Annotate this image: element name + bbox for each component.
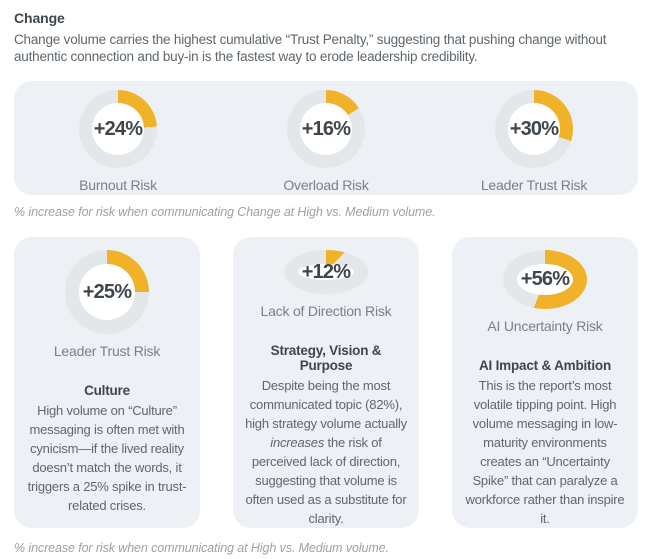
burnout-risk-column: +24% Burnout Risk — [14, 90, 222, 193]
donut-label: Overload Risk — [283, 177, 369, 193]
donut-label: Lack of Direction Risk — [260, 303, 392, 319]
top-caption: % increase for risk when communicating C… — [14, 205, 436, 219]
card-heading: Strategy, Vision & Purpose — [270, 343, 382, 373]
section-title: Change — [14, 10, 65, 26]
donut-value: +16% — [301, 117, 351, 140]
donut-hole: +24% — [92, 103, 144, 155]
change-risk-panel: +24% Burnout Risk +16% Overload Risk +30… — [14, 81, 638, 195]
card-body-text: Despite being the most communicated topi… — [245, 378, 407, 431]
donut-label: Leader Trust Risk — [53, 343, 161, 359]
leader-trust-risk-column: +30% Leader Trust Risk — [430, 90, 638, 193]
donut-hole: +25% — [79, 264, 135, 320]
overload-risk-column: +16% Overload Risk — [222, 90, 430, 193]
donut-hole: +30% — [508, 103, 560, 155]
card-heading: Culture — [84, 383, 130, 398]
donut-label: AI Uncertainty Risk — [487, 318, 603, 334]
section-intro: Change volume carries the highest cumula… — [14, 32, 607, 64]
culture-donut: +25% — [65, 250, 149, 334]
donut-label: Leader Trust Risk — [480, 177, 588, 193]
card-body: This is the report’s most volatile tippi… — [463, 376, 627, 528]
card-body-italic: increases — [270, 435, 325, 450]
ai-uncertainty-donut: +56% — [503, 250, 587, 309]
leader-trust-risk-donut: +30% — [495, 90, 573, 168]
donut-hole: +56% — [517, 264, 573, 295]
donut-label: Burnout Risk — [79, 177, 157, 193]
donut-hole: +16% — [300, 103, 352, 155]
card-body-text: High volume on “Culture” messaging is of… — [27, 403, 187, 513]
donut-value: +12% — [301, 260, 351, 283]
donut-value: +25% — [82, 280, 132, 303]
card-body-text: This is the report’s most volatile tippi… — [465, 378, 625, 526]
card-body: High volume on “Culture” messaging is of… — [25, 401, 189, 515]
donut-value: +56% — [520, 268, 570, 290]
overload-risk-donut: +16% — [287, 90, 365, 168]
topic-cards-row: +25% Leader Trust Risk Culture High volu… — [14, 237, 638, 528]
card-body: Despite being the most communicated topi… — [244, 376, 408, 528]
culture-card: +25% Leader Trust Risk Culture High volu… — [14, 237, 200, 528]
card-heading: AI Impact & Ambition — [478, 358, 611, 373]
burnout-risk-donut: +24% — [79, 90, 157, 168]
donut-hole: +12% — [298, 261, 354, 283]
lack-of-direction-donut: +12% — [284, 250, 368, 294]
donut-value: +24% — [93, 117, 143, 140]
ai-card: +56% AI Uncertainty Risk AI Impact & Amb… — [452, 237, 638, 528]
strategy-card: +12% Lack of Direction Risk Strategy, Vi… — [233, 237, 419, 528]
bottom-caption: % increase for risk when communicating a… — [14, 541, 389, 555]
card-body-text: the risk of perceived lack of direction,… — [245, 435, 407, 526]
donut-value: +30% — [509, 117, 559, 140]
